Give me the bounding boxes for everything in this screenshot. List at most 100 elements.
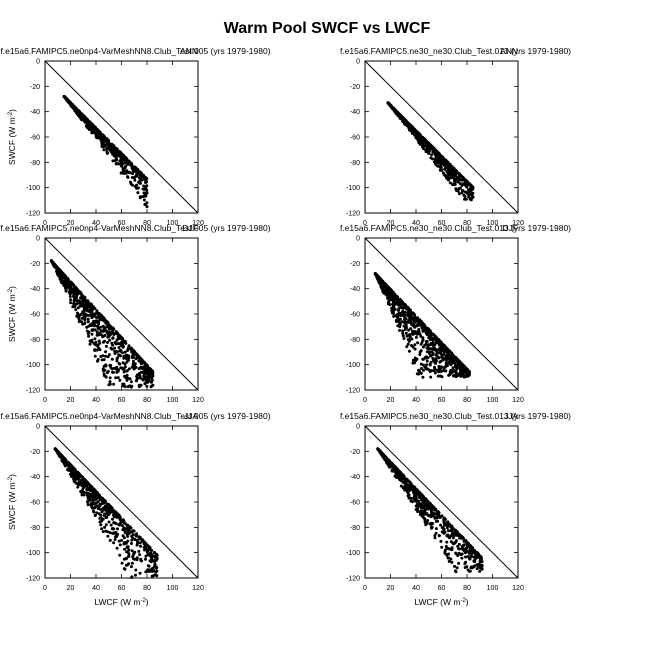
- scatter-point: [113, 152, 117, 156]
- scatter-point: [88, 483, 91, 487]
- x-tick-label: 120: [512, 397, 524, 404]
- scatter-point: [130, 350, 134, 354]
- scatter-point: [108, 508, 112, 512]
- scatter-point: [124, 557, 128, 561]
- scatter-point: [458, 173, 461, 177]
- scatter-point: [477, 562, 481, 566]
- y-axis-label: SWCF (W m-2): [7, 474, 17, 530]
- scatter-point: [69, 301, 73, 305]
- scatter-point: [411, 311, 415, 315]
- scatter-point: [457, 561, 461, 565]
- scatter-point: [415, 130, 419, 134]
- scatter-point: [113, 531, 117, 535]
- scatter-point: [123, 521, 127, 525]
- scatter-point: [472, 548, 476, 552]
- scatter-panel: f.e15a6.FAMIPC5.ne0np4-VarMeshNN8.Club_T…: [0, 223, 270, 404]
- scatter-point: [422, 505, 426, 509]
- x-tick-label: 80: [143, 397, 151, 404]
- scatter-point: [145, 184, 149, 188]
- scatter-point: [133, 178, 137, 182]
- scatter-point: [464, 560, 468, 564]
- panel-season-label: ANN: [180, 46, 198, 56]
- scatter-point: [426, 513, 430, 517]
- scatter-point: [385, 287, 389, 291]
- scatter-point: [115, 370, 119, 374]
- scatter-point: [437, 515, 440, 519]
- scatter-point: [122, 541, 126, 545]
- scatter-point: [86, 320, 90, 324]
- scatter-point: [449, 362, 453, 366]
- y-tick-label: -80: [350, 525, 360, 532]
- scatter-point: [123, 547, 127, 551]
- scatter-point: [438, 347, 442, 351]
- x-tick-label: 40: [92, 220, 100, 227]
- y-tick-label: -60: [30, 500, 40, 507]
- x-tick-label: 120: [512, 585, 524, 592]
- scatter-point: [420, 340, 424, 344]
- scatter-point: [137, 180, 141, 184]
- scatter-point: [111, 517, 114, 521]
- scatter-point: [422, 363, 425, 367]
- scatter-point: [127, 358, 130, 362]
- scatter-point: [398, 476, 402, 480]
- x-tick-label: 20: [387, 397, 395, 404]
- scatter-point: [143, 368, 147, 372]
- scatter-point: [106, 510, 110, 514]
- scatter-point: [445, 546, 449, 550]
- scatter-point: [429, 375, 433, 379]
- scatter-point: [403, 484, 407, 488]
- scatter-point: [422, 322, 426, 326]
- scatter-point: [404, 320, 408, 324]
- scatter-point: [120, 561, 124, 565]
- scatter-point: [95, 330, 99, 334]
- y-tick-label: -80: [350, 337, 360, 344]
- y-tick-label: 0: [356, 236, 360, 243]
- scatter-point: [129, 565, 133, 569]
- scatter-point: [110, 357, 114, 361]
- scatter-point: [116, 376, 120, 380]
- scatter-point: [443, 365, 447, 369]
- scatter-point: [123, 340, 127, 344]
- scatter-point: [446, 161, 450, 165]
- scatter-point: [105, 371, 109, 375]
- scatter-point: [65, 97, 69, 101]
- scatter-point: [107, 503, 111, 507]
- scatter-point: [122, 370, 126, 374]
- scatter-point: [429, 156, 433, 160]
- scatter-point: [409, 318, 413, 321]
- scatter-point: [143, 548, 146, 552]
- x-tick-label: 0: [43, 220, 47, 227]
- panel-subtitle: f.e15a6.FAMIPC5.ne30_ne30.Club_Test.013 …: [340, 411, 571, 421]
- scatter-point: [128, 377, 132, 381]
- scatter-point: [130, 561, 134, 565]
- scatter-point: [430, 153, 434, 157]
- scatter-point: [135, 538, 139, 542]
- scatter-point: [424, 508, 428, 512]
- scatter-point: [398, 299, 402, 303]
- scatter-point: [129, 380, 133, 384]
- scatter-point: [127, 162, 131, 166]
- scatter-point: [468, 546, 472, 550]
- scatter-point: [132, 166, 136, 170]
- scatter-point: [80, 316, 84, 320]
- scatter-point: [475, 567, 479, 571]
- scatter-point: [147, 379, 151, 383]
- scatter-point: [450, 560, 454, 564]
- scatter-point: [103, 339, 106, 343]
- scatter-point: [104, 506, 107, 510]
- scatter-point: [102, 334, 105, 338]
- scatter-point: [100, 527, 104, 531]
- scatter-point: [428, 343, 432, 347]
- scatter-point: [424, 150, 428, 154]
- scatter-point: [125, 369, 129, 373]
- scatter-point: [404, 120, 408, 124]
- scatter-point: [438, 360, 442, 364]
- scatter-point: [437, 152, 441, 156]
- scatter-point: [93, 348, 97, 352]
- scatter-point: [117, 539, 121, 543]
- scatter-point: [447, 556, 451, 560]
- scatter-point: [137, 367, 141, 371]
- scatter-point: [104, 523, 108, 527]
- scatter-point: [101, 530, 105, 534]
- x-tick-label: 60: [438, 585, 446, 592]
